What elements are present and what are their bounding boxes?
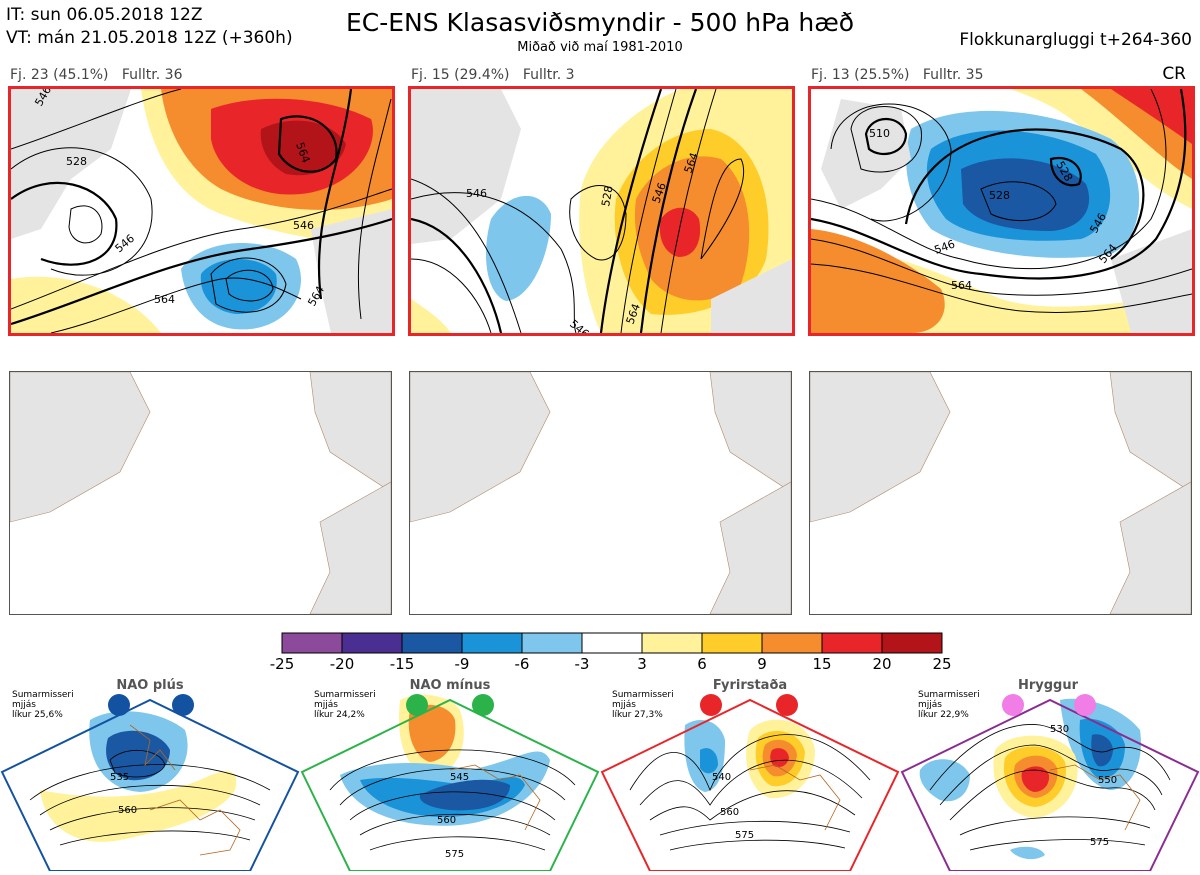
regime-3-info: Sumarmisseri mjjás líkur 27,3% [612, 690, 674, 720]
regime-2-dot-left [406, 694, 428, 716]
colorbar-tick-label: 25 [932, 655, 952, 673]
regime-1-title: NAO plús [116, 678, 184, 693]
regime-4-info: Sumarmisseri mjjás líkur 22,9% [918, 690, 980, 720]
colorbar-swatch [821, 632, 883, 654]
header-times: IT: sun 06.05.2018 12Z VT: mán 21.05.201… [6, 4, 293, 50]
cluster-2-contour-label-1: 546 [466, 187, 487, 200]
regime-2-label-2: 560 [437, 815, 456, 826]
regime-1-dot-right [172, 694, 194, 716]
colorbar-swatch [521, 632, 583, 654]
colorbar-tick-label: 3 [637, 655, 647, 673]
regime-1-dot-left [108, 694, 130, 716]
cluster-1-contour-label-1: 528 [66, 155, 87, 168]
colorbar [281, 632, 943, 658]
regime-4-dot-left [1002, 694, 1024, 716]
regime-4-title: Hryggur [1017, 678, 1079, 693]
colorbar-tick-label: 20 [872, 655, 892, 673]
regime-1-info: Sumarmisseri mjjás líkur 25,6% [12, 690, 74, 720]
cluster-3-contour-label-1: 510 [869, 127, 890, 140]
colorbar-tick-label: -20 [329, 655, 355, 673]
colorbar-swatch [281, 632, 343, 654]
cluster-3-map: 510 528 546 564 546 528 564 [808, 86, 1195, 336]
regime-nao-minus: 545 560 575 NAO mínus Sumarmisseri mjjás… [300, 678, 600, 872]
regime-2-label-1: 545 [450, 772, 469, 783]
regime-4-label-3: 575 [1090, 837, 1109, 848]
regime-hryggur: 530 550 575 Hryggur Sumarmisseri mjjás l… [900, 678, 1200, 872]
colorbar-tick-label: 15 [812, 655, 832, 673]
regime-3-label-3: 575 [735, 830, 754, 841]
colorbar-swatch [641, 632, 703, 654]
colorbar-swatch [701, 632, 763, 654]
regime-2-label-3: 575 [445, 849, 464, 860]
blank-map-2 [409, 371, 792, 615]
colorbar-swatch [341, 632, 403, 654]
cluster-3-caption: Fj. 13 (25.5%) Fulltr. 35 [811, 67, 984, 83]
colorbar-tick-label: 9 [757, 655, 767, 673]
page-subtitle: Miðað við maí 1981-2010 [517, 40, 683, 55]
colorbar-tick-label: 6 [697, 655, 707, 673]
colorbar-tick-label: -9 [454, 655, 470, 673]
cluster-1-contour-label-3: 546 [293, 219, 314, 232]
regime-3-title: Fyrirstaða [712, 678, 788, 693]
cluster-3-contour-label-4: 564 [951, 279, 972, 292]
regime-2-title: NAO mínus [409, 678, 491, 693]
colorbar-swatch [761, 632, 823, 654]
window-label: Flokkunargluggi t+264-360 [959, 30, 1192, 50]
colorbar-tick-label: -15 [389, 655, 415, 673]
cluster-1-caption: Fj. 23 (45.1%) Fulltr. 36 [10, 67, 183, 83]
colorbar-swatch [581, 632, 643, 654]
regime-3-label-1: 540 [712, 772, 731, 783]
colorbar-tick-label: -25 [269, 655, 295, 673]
colorbar-swatch [401, 632, 463, 654]
cluster-1-contour-label-4: 564 [154, 293, 175, 306]
regime-1-label-2: 560 [118, 805, 137, 816]
cluster-3-tag: CR [1162, 64, 1186, 84]
regime-fyrirstada: 540 560 575 Fyrirstaða Sumarmisseri mjjá… [600, 678, 900, 872]
page-title: EC-ENS Klasasviðsmyndir - 500 hPa hæð [345, 8, 855, 37]
cluster-2-map: 546 528 546 564 546 564 [408, 86, 795, 336]
cluster-2-caption: Fj. 15 (29.4%) Fulltr. 3 [411, 67, 575, 83]
colorbar-swatch [881, 632, 943, 654]
cluster-2-contour-label-2: 528 [599, 185, 615, 208]
regime-nao-plus: 535 560 NAO plús Sumarmisseri mjjás líku… [0, 678, 300, 872]
initial-time: IT: sun 06.05.2018 12Z [6, 5, 203, 25]
blank-map-1 [9, 371, 392, 615]
regime-3-dot-right [776, 694, 798, 716]
colorbar-tick-label: -3 [574, 655, 590, 673]
regime-3-label-2: 560 [720, 807, 739, 818]
valid-time: VT: mán 21.05.2018 12Z (+360h) [6, 28, 293, 48]
regime-1-label-1: 535 [110, 772, 129, 783]
regime-4-label-2: 550 [1098, 775, 1117, 786]
regime-4-label-1: 530 [1050, 724, 1069, 735]
colorbar-tick-label: -6 [514, 655, 530, 673]
regime-4-dot-right [1074, 694, 1096, 716]
blank-map-3 [809, 371, 1192, 615]
cluster-1-map: 528 546 546 564 564 564 546 [8, 86, 395, 336]
regime-2-dot-right [472, 694, 494, 716]
cluster-3-contour-label-2: 528 [989, 189, 1010, 202]
colorbar-swatch [461, 632, 523, 654]
regime-2-info: Sumarmisseri mjjás líkur 24,2% [314, 690, 376, 720]
regime-3-dot-left [700, 694, 722, 716]
